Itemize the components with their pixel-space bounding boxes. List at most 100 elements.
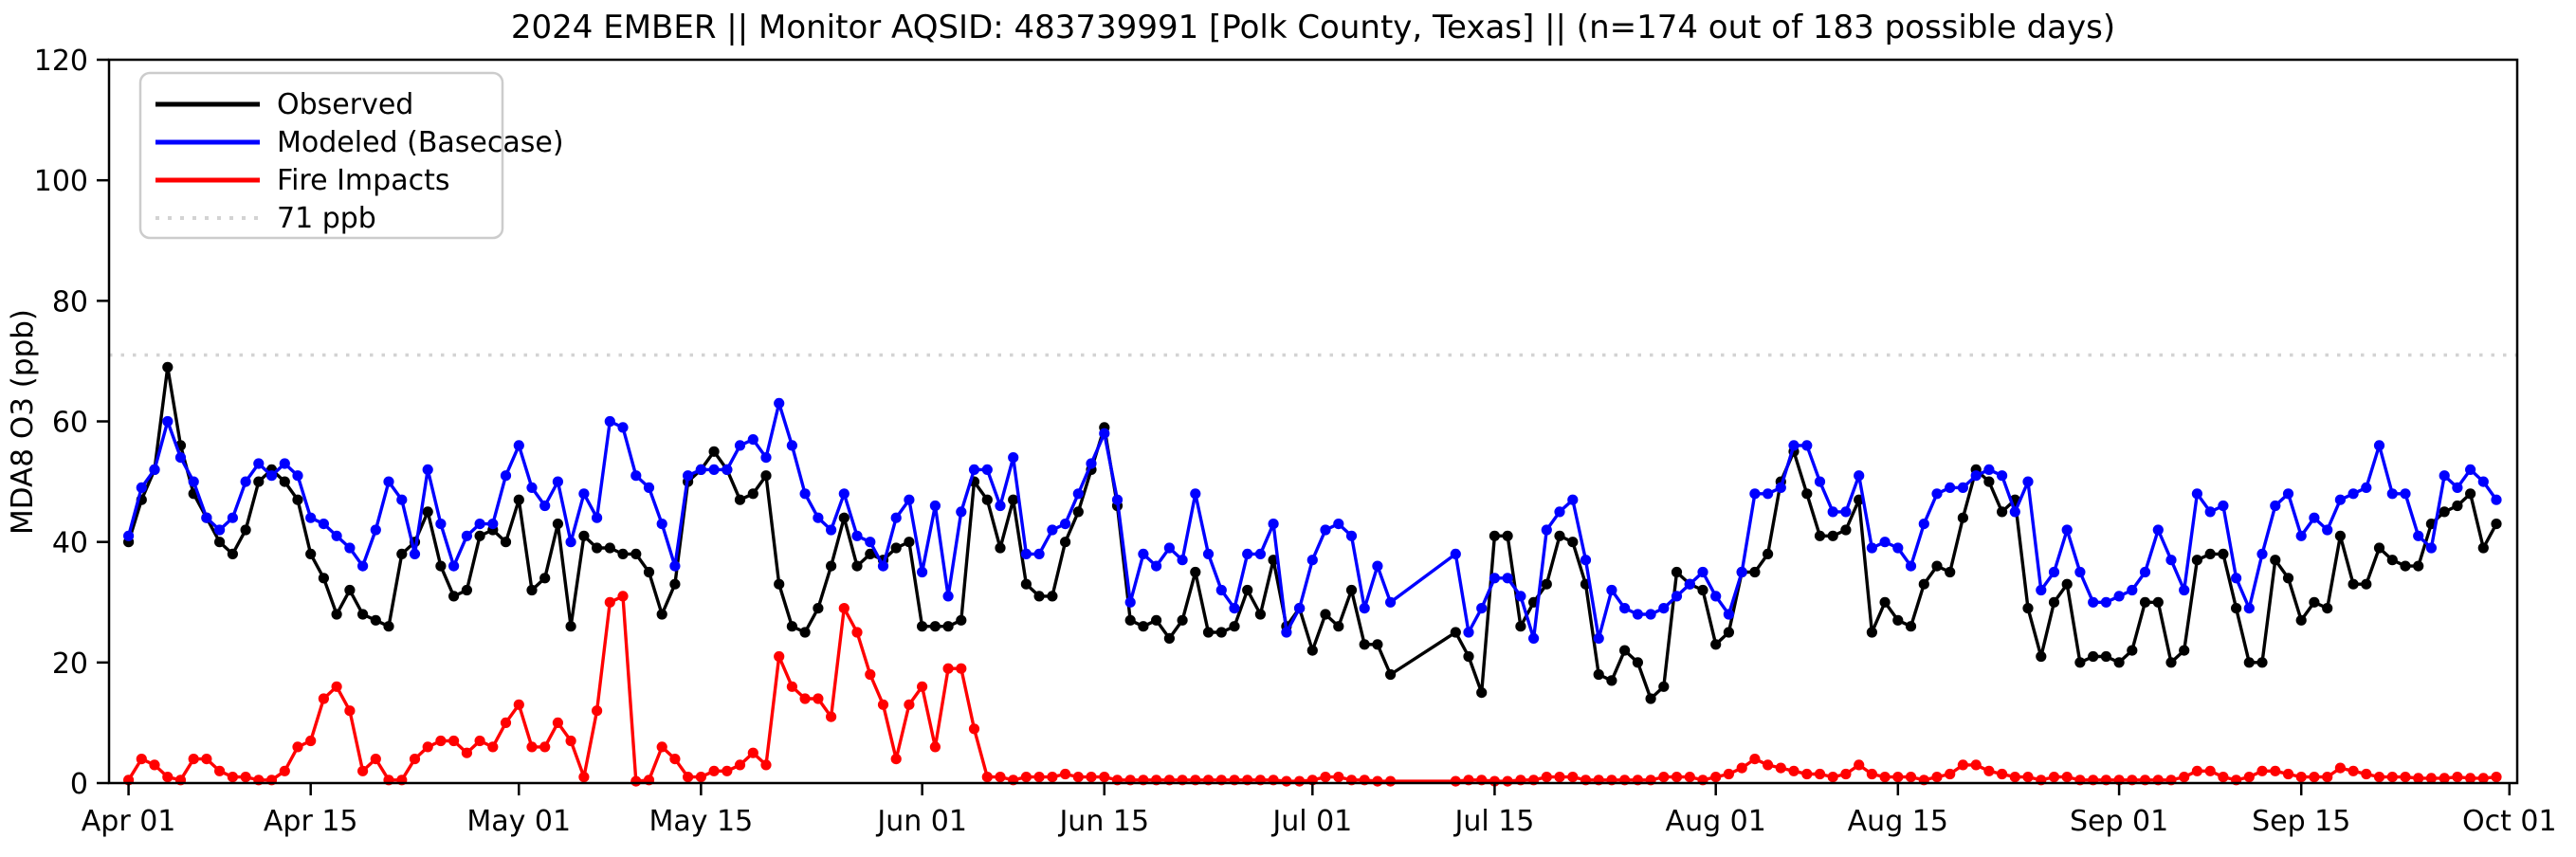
data-point	[2270, 555, 2281, 566]
data-point	[227, 772, 238, 783]
data-point	[331, 681, 342, 692]
data-point	[786, 681, 798, 692]
data-point	[357, 609, 369, 620]
data-point	[2348, 578, 2359, 590]
data-point	[2452, 772, 2463, 783]
data-point	[760, 759, 772, 771]
data-point	[1997, 470, 2008, 482]
data-point	[1502, 573, 1513, 584]
data-point	[1177, 555, 1188, 566]
data-point	[708, 765, 720, 776]
data-point	[1866, 627, 1877, 638]
data-point	[2179, 645, 2190, 656]
y-tick-label: 0	[70, 768, 88, 801]
data-point	[630, 548, 642, 560]
data-point	[904, 494, 915, 505]
data-point	[1814, 530, 1826, 541]
data-point	[1983, 464, 1995, 475]
data-point	[149, 759, 160, 771]
data-point	[1345, 584, 1358, 596]
data-point	[279, 458, 290, 469]
data-point	[396, 494, 408, 505]
data-point	[2088, 596, 2099, 608]
data-point	[981, 464, 993, 475]
data-point	[1020, 578, 1032, 590]
data-point	[1918, 519, 1929, 530]
data-point	[1072, 488, 1084, 500]
data-point	[669, 754, 681, 765]
data-point	[240, 772, 251, 783]
data-point	[656, 519, 667, 530]
data-point	[2452, 500, 2463, 512]
data-point	[1710, 591, 1722, 602]
data-point	[2127, 645, 2138, 656]
data-point	[1242, 584, 1253, 596]
data-point	[1124, 614, 1136, 626]
data-point	[786, 440, 798, 451]
data-point	[1892, 614, 1904, 626]
data-point	[1866, 768, 1877, 780]
data-point	[1060, 537, 1071, 548]
legend-label: Fire Impacts	[277, 164, 449, 197]
chart-title: 2024 EMBER || Monitor AQSID: 483739991 […	[511, 9, 2115, 46]
data-point	[942, 663, 954, 674]
data-point	[942, 621, 954, 632]
data-point	[1997, 506, 2008, 518]
data-point	[2465, 488, 2476, 500]
data-point	[370, 614, 381, 626]
data-point	[1554, 772, 1565, 783]
data-point	[331, 609, 342, 620]
data-point	[1111, 494, 1124, 505]
x-tick-label: May 01	[466, 805, 571, 838]
data-point	[917, 566, 928, 578]
data-point	[1072, 506, 1084, 518]
data-point	[1163, 632, 1175, 645]
data-point	[942, 591, 954, 602]
data-point	[695, 464, 707, 475]
data-point	[2295, 614, 2307, 626]
data-point	[227, 548, 238, 560]
data-point	[1710, 772, 1722, 783]
data-point	[1229, 621, 1240, 632]
data-point	[865, 537, 876, 548]
data-point	[2465, 773, 2476, 784]
data-point	[1086, 458, 1097, 469]
data-point	[188, 476, 199, 487]
data-point	[2165, 555, 2177, 566]
data-point	[1163, 542, 1175, 554]
data-point	[2152, 524, 2164, 536]
data-point	[1905, 772, 1917, 783]
data-point	[617, 548, 629, 560]
data-point	[643, 482, 655, 493]
data-point	[1476, 687, 1488, 699]
data-point	[552, 717, 564, 729]
data-point	[1359, 639, 1370, 650]
data-point	[2322, 772, 2333, 783]
data-point	[2009, 506, 2020, 518]
data-point	[513, 440, 524, 451]
data-point	[1151, 614, 1162, 626]
data-point	[2361, 482, 2372, 493]
data-point	[1788, 440, 1800, 451]
data-point	[1528, 632, 1540, 645]
data-point	[2309, 772, 2320, 783]
data-point	[1879, 537, 1891, 548]
data-point	[2179, 584, 2190, 596]
data-point	[2009, 772, 2020, 783]
data-point	[201, 754, 212, 765]
data-point	[136, 482, 147, 493]
data-point	[2256, 657, 2268, 668]
legend: Observed Modeled (Basecase) Fire Impacts 71…	[138, 71, 564, 240]
data-point	[1658, 681, 1670, 692]
data-point	[1306, 555, 1318, 566]
data-point	[188, 754, 199, 765]
data-point	[1905, 560, 1917, 572]
data-point	[643, 566, 655, 578]
data-point	[2477, 773, 2489, 784]
data-point	[1697, 584, 1708, 596]
data-point	[1020, 772, 1032, 783]
data-point	[2022, 772, 2034, 783]
data-point	[2191, 488, 2202, 500]
data-point	[2243, 657, 2255, 668]
data-point	[1060, 768, 1071, 780]
